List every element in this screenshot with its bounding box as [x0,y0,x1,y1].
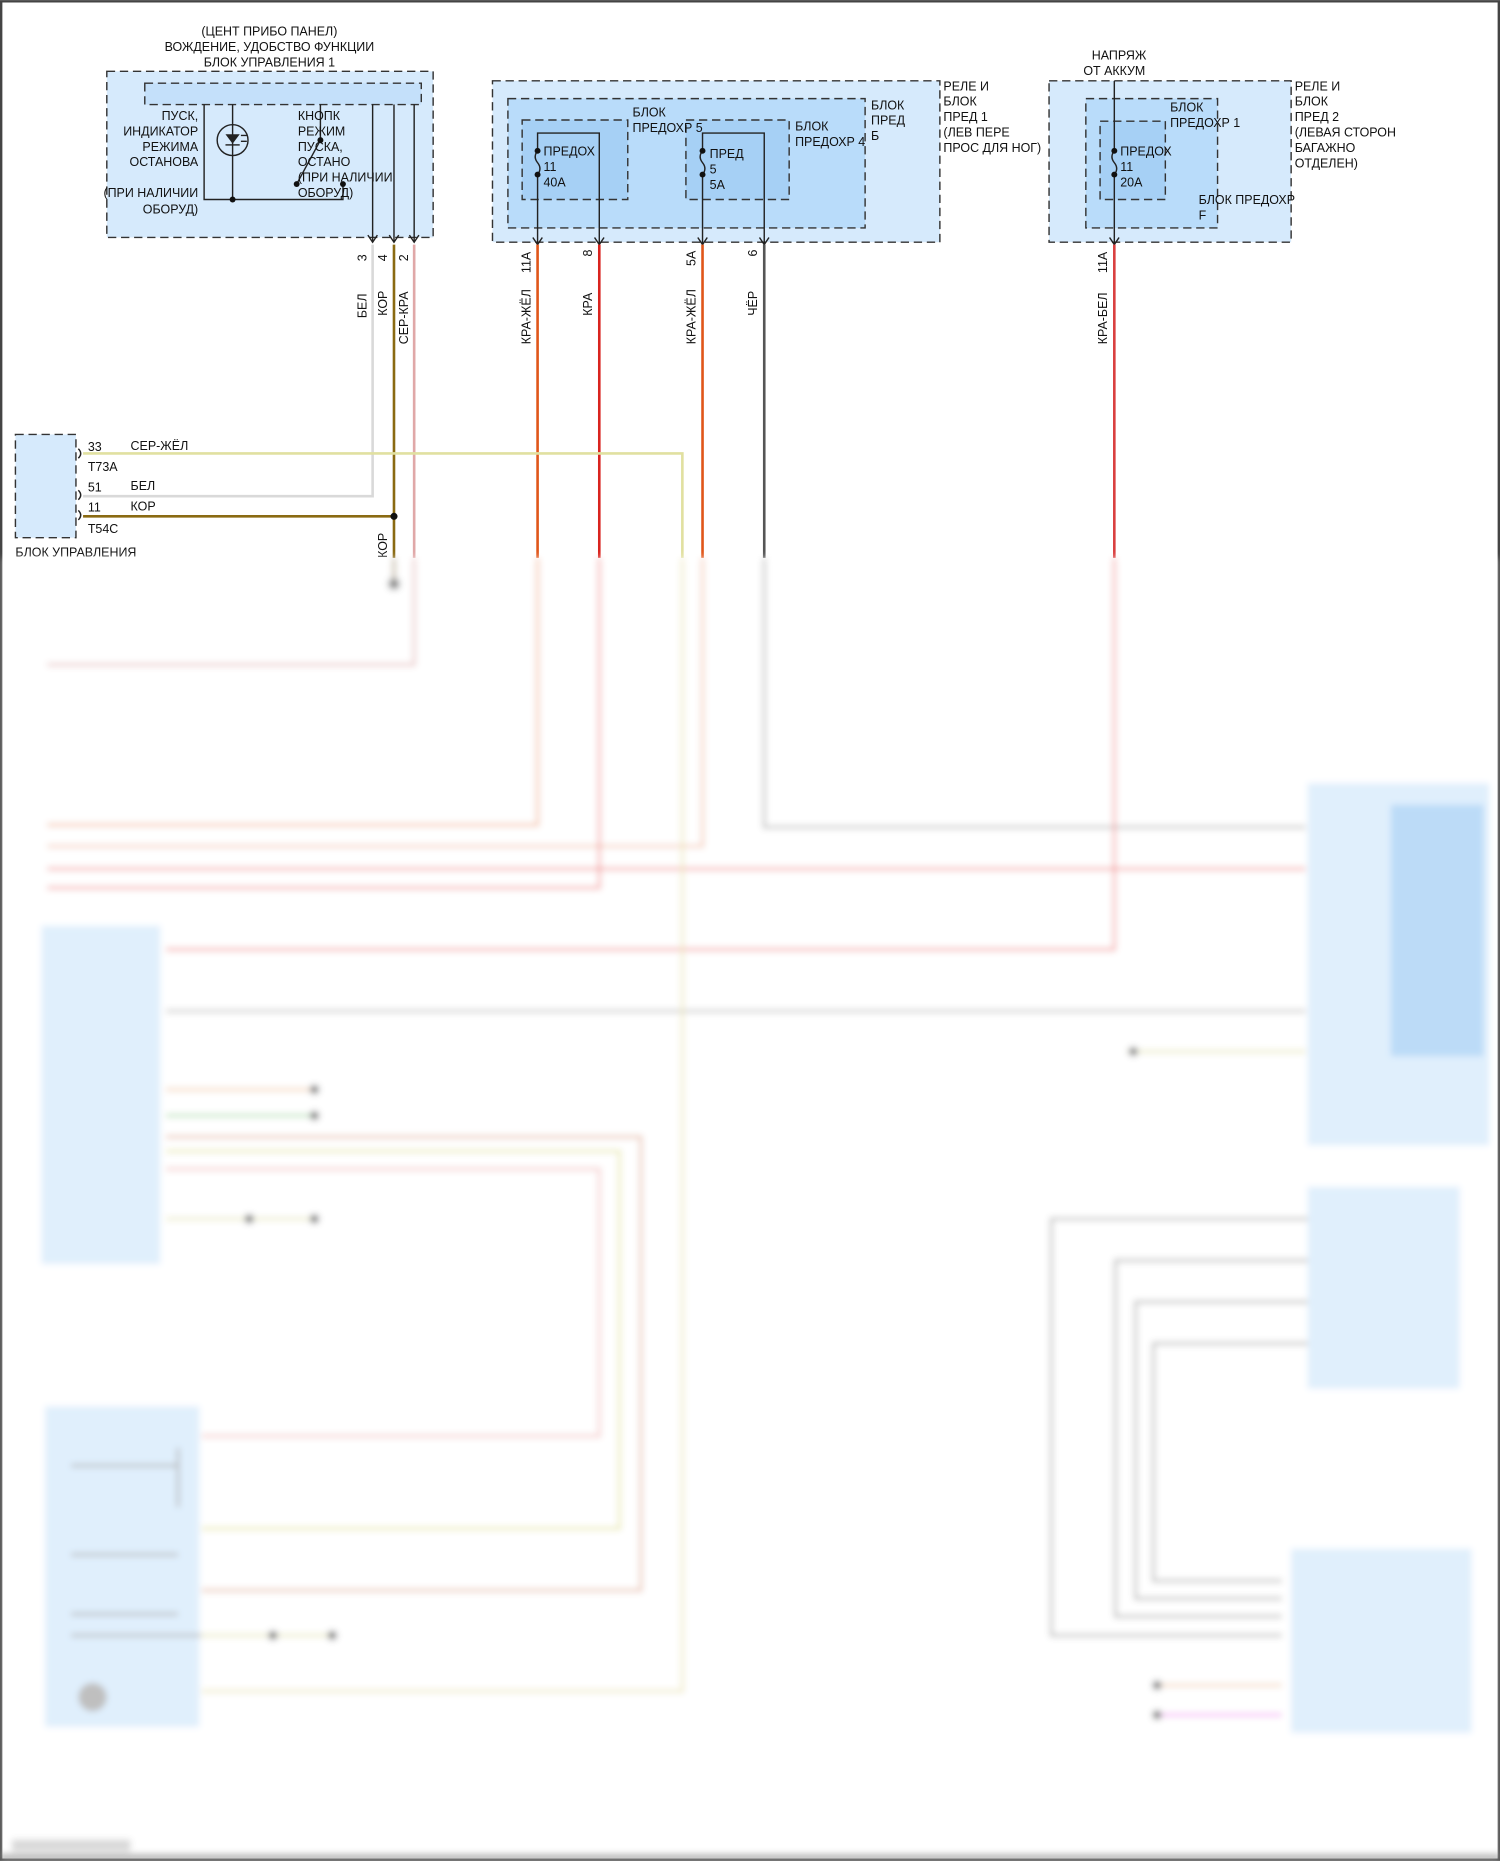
relay1-label: БЛОК [943,95,977,109]
wire-color-label: КОР [376,291,390,316]
relay2-label: РЕЛЕ И [1295,79,1341,93]
pin-number: 33 [88,440,102,454]
fuse-icon [1108,80,1120,250]
fuse-label: 20A [1120,175,1143,189]
wire-color-label: ЧЁР [746,291,760,316]
wire-white [83,244,374,498]
fuse-block-1-label: БЛОК [1170,101,1204,115]
pin-number: 11 [88,501,101,515]
wire-color-label: СЕР-КРА [397,291,411,344]
fuse-label: ПРЕДОХ [1120,145,1172,159]
wire-color-label: СЕР-ЖЁЛ [131,439,189,453]
relay1-label: РЕЛЕ И [943,79,989,93]
relay2-label: БЛОК [1295,95,1329,109]
pin-number: 11A [519,251,533,273]
wire-color-label: КРА-ЖЁЛ [519,289,533,344]
fuse-label: 5 [710,162,717,176]
indicator-lamp-icon [203,104,344,203]
wire-grey-yellow [83,452,684,558]
start-stop-button-switch-icon [293,104,346,188]
pin-number: 6 [746,249,760,256]
module1-inner-bar [144,82,422,106]
module1-title-line: (ЦЕНТ ПРИБО ПАНЕЛ) [201,25,337,39]
module1-title-line: ВОЖДЕНИЕ, УДОБСТВО ФУНКЦИИ [165,40,375,54]
fuse-block-4-label: ПРЕДОХР 4 [795,135,865,149]
pin-number: 5A [684,250,698,266]
button-label: ОБОРУД) [298,186,353,200]
fuse-label: ПРЕД [710,147,745,161]
driving-comfort-control-unit-1: (ЦЕНТ ПРИБО ПАНЕЛ) ВОЖДЕНИЕ, УДОБСТВО ФУ… [103,25,434,344]
relay1-label: ПРЕД 1 [943,110,987,124]
indicator-label: РЕЖИМА [142,140,198,154]
fuse-icon [534,132,601,245]
fuse-label: 11 [544,160,557,174]
fuse-block-f-label: F [1199,209,1207,223]
pin-number: 8 [581,249,595,256]
button-label: (ПРИ НАЛИЧИИ [298,171,393,185]
button-label: РЕЖИМ [298,124,345,138]
control-unit-left: 33 СЕР-ЖЁЛ T73A 51 БЕЛ 11 КОР T54C БЛОК … [14,433,390,560]
indicator-label: ИНДИКАТОР [123,124,198,138]
connector-label: T73A [88,460,118,474]
wire-color-label: КОР [131,499,156,513]
fuse-block-4-label: БЛОК [795,120,829,134]
button-label: ПУСКА, [298,140,343,154]
wires [83,244,1116,558]
fuse-block-5-label: ПРЕДОХР 5 [633,121,703,135]
fuse-block-b-label: БЛОК [871,98,905,112]
module1-title-line: БЛОК УПРАВЛЕНИЯ 1 [204,56,335,70]
fuse-icon [699,132,765,245]
splice-point [390,512,398,520]
battery-supply-label: ОТ АККУМ [1083,64,1145,78]
fuse-block-b-label: Б [871,129,879,143]
indicator-label: ОСТАНОВА [130,155,199,169]
battery-supply-label: НАПРЯЖ [1092,48,1147,62]
relay2-label: ПРЕД 2 [1295,110,1339,124]
fuse-label: 5A [710,178,726,192]
relay1-label: (ЛЕВ ПЕРЕ [943,126,1009,140]
control-unit-label: БЛОК УПРАВЛЕНИЯ [15,546,136,560]
fuse-block-b-label: ПРЕД [871,114,906,128]
relay1-label: ПРОС ДЛЯ НОГ) [943,141,1041,155]
indicator-note: (ПРИ НАЛИЧИИ [103,186,198,200]
blurred-lower-diagram [0,557,1500,1861]
button-label: ОСТАНО [298,155,351,169]
pin-number: 3 [356,254,370,261]
indicator-label: ПУСК, [162,109,199,123]
fuse-label: ПРЕДОХ [544,145,596,159]
fuse-label: 40A [544,175,567,189]
fuse-block-1-label: ПРЕДОХР 1 [1170,116,1240,130]
wire-color-label: КРА-БЕЛ [1096,292,1110,344]
pin-number: 4 [376,254,390,261]
wire-color-label: КОР [376,533,390,558]
fuse-block-f-label: БЛОК ПРЕДОХР [1199,193,1295,207]
wire-color-label: БЕЛ [131,479,156,493]
connector-label: T54C [88,522,118,536]
relay2-label: ОТДЕЛЕН) [1295,156,1358,170]
relay-fuse-box-1: РЕЛЕ И БЛОК ПРЕД 1 (ЛЕВ ПЕРЕ ПРОС ДЛЯ НО… [491,79,1041,344]
fuse-label: 11 [1120,160,1133,174]
wire-color-label: КРА-ЖЁЛ [684,289,698,344]
pin-number: 11A [1096,251,1110,273]
button-label: КНОПК [298,109,341,123]
wire-color-label: КРА [581,292,595,316]
pin-number: 51 [88,480,102,494]
relay-fuse-box-2: НАПРЯЖ ОТ АККУМ РЕЛЕ И БЛОК ПРЕД 2 (ЛЕВА… [1048,48,1396,344]
relay2-label: (ЛЕВАЯ СТОРОН [1295,126,1396,140]
pin-number: 2 [397,254,411,261]
indicator-note: ОБОРУД) [143,203,198,217]
wire-color-label: БЕЛ [356,294,370,319]
relay2-label: БАГАЖНО [1295,141,1356,155]
fuse-block-5-label: БЛОК [633,105,667,119]
